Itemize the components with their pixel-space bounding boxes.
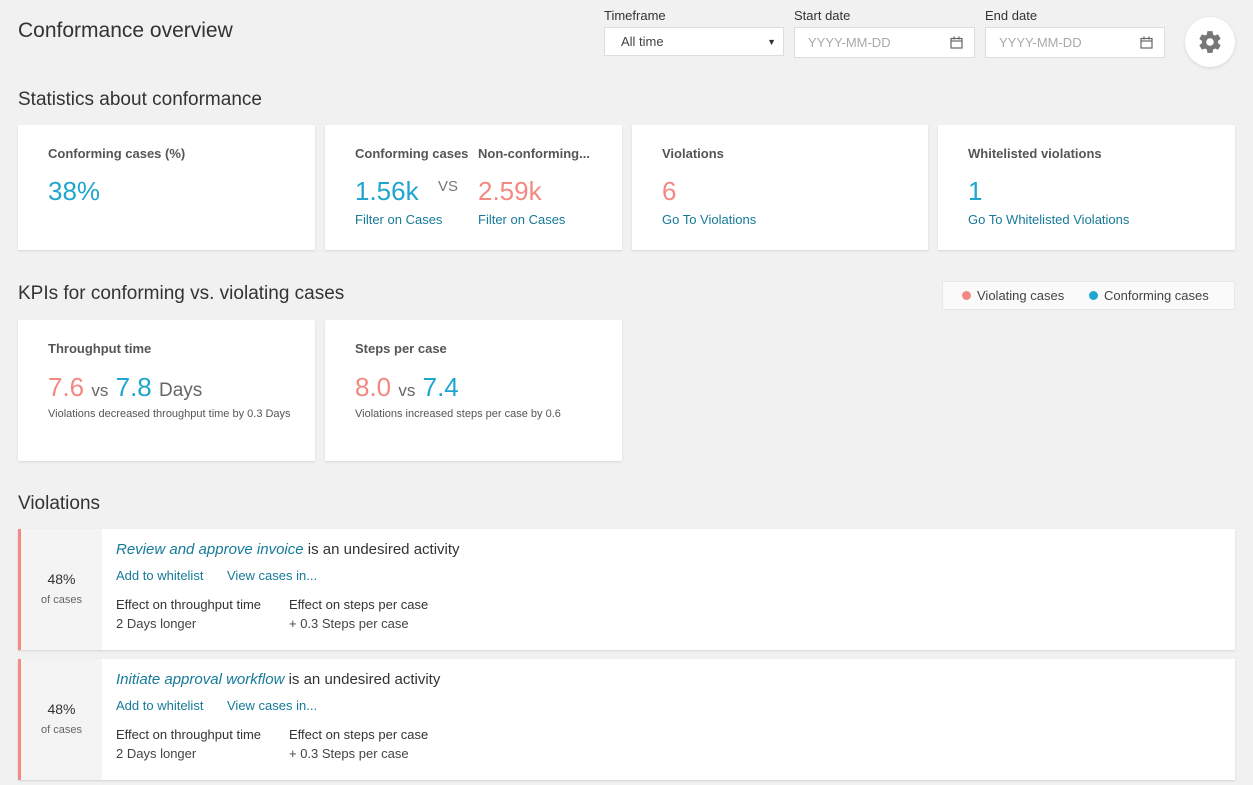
card-label: Conforming cases (%) (48, 146, 186, 161)
filter-non-conforming-link[interactable]: Filter on Cases (478, 212, 566, 227)
violation-pct: 48% (47, 571, 76, 587)
add-to-whitelist-link[interactable]: Add to whitelist (116, 698, 204, 713)
conforming-vs-card: Conforming cases 1.56k Filter on Cases V… (325, 125, 622, 250)
timeframe-value: All time (621, 34, 664, 49)
violating-value: 7.6 (48, 372, 85, 402)
vs-label: vs (398, 381, 416, 400)
violations-card: Violations 6 Go To Violations (632, 125, 928, 250)
violation-pct-sub: of cases (41, 724, 82, 736)
kpi-note: Violations increased steps per case by 0… (355, 408, 561, 420)
vs-label: vs (91, 381, 109, 400)
whitelisted-value: 1 (968, 176, 983, 206)
steps-card: Steps per case 8.0 vs 7.4 Violations inc… (325, 320, 622, 461)
violation-title: Initiate approval workflow is an undesir… (116, 671, 440, 688)
conforming-pct-card: Conforming cases (%) 38% (18, 125, 315, 250)
non-conforming-value: 2.59k (478, 176, 542, 206)
card-label: Non-conforming... (478, 146, 590, 161)
legend-label: Conforming cases (1104, 288, 1209, 303)
timeframe-label: Timeframe (604, 8, 666, 23)
violation-suffix: is an undesired activity (284, 671, 441, 688)
gear-icon (1199, 31, 1221, 53)
legend-label: Violating cases (977, 288, 1065, 303)
steps-effect-header: Effect on steps per case (289, 727, 429, 742)
timeframe-select[interactable]: All time ▼ (604, 27, 784, 56)
calendar-icon[interactable] (1140, 36, 1153, 49)
throughput-effect-value: 2 Days longer (116, 616, 197, 631)
caret-down-icon: ▼ (767, 37, 776, 47)
violation-card: 48% of cases Initiate approval workflow … (18, 659, 1235, 780)
violation-pct: 48% (47, 701, 76, 717)
whitelisted-card: Whitelisted violations 1 Go To Whitelist… (938, 125, 1235, 250)
unit-label: Days (159, 380, 203, 401)
activity-name: Review and approve invoice (116, 541, 304, 558)
start-date-label: Start date (794, 8, 851, 23)
steps-comparison: 8.0 vs 7.4 (355, 372, 459, 403)
end-date-field[interactable] (985, 27, 1165, 58)
kpi-note: Violations decreased throughput time by … (48, 408, 291, 420)
steps-effect-value: + 0.3 Steps per case (289, 616, 409, 631)
card-label: Steps per case (355, 341, 447, 356)
violation-pct-sub: of cases (41, 594, 82, 606)
throughput-effect-header: Effect on throughput time (116, 727, 262, 742)
card-label: Violations (662, 146, 724, 161)
view-cases-link[interactable]: View cases in... (227, 698, 318, 713)
violations-section-title: Violations (18, 493, 101, 514)
violating-value: 8.0 (355, 372, 392, 402)
throughput-card: Throughput time 7.6 vs 7.8 Days Violatio… (18, 320, 315, 461)
settings-button[interactable] (1185, 17, 1235, 67)
throughput-effect-value: 2 Days longer (116, 746, 197, 761)
severity-bar (18, 529, 21, 650)
steps-effect-value: + 0.3 Steps per case (289, 746, 409, 761)
conforming-value: 1.56k (355, 176, 419, 206)
activity-name: Initiate approval workflow (116, 671, 285, 688)
go-to-whitelisted-link[interactable]: Go To Whitelisted Violations (968, 212, 1130, 227)
throughput-effect-header: Effect on throughput time (116, 597, 262, 612)
dot-icon (1089, 291, 1098, 300)
dot-icon (962, 291, 971, 300)
violations-value: 6 (662, 176, 677, 206)
percentage-box: 48% of cases (21, 529, 102, 650)
violation-title: Review and approve invoice is an undesir… (116, 541, 460, 558)
start-date-field[interactable] (794, 27, 975, 58)
violation-suffix: is an undesired activity (303, 541, 460, 558)
throughput-comparison: 7.6 vs 7.8 Days (48, 372, 202, 403)
calendar-icon[interactable] (950, 36, 963, 49)
legend-item-conforming: Conforming cases (1089, 288, 1209, 303)
end-date-label: End date (985, 8, 1038, 23)
kpis-section-title: KPIs for conforming vs. violating cases (18, 283, 345, 304)
steps-effect-header: Effect on steps per case (289, 597, 429, 612)
view-cases-link[interactable]: View cases in... (227, 568, 318, 583)
conforming-value: 7.8 (115, 372, 152, 402)
card-label: Whitelisted violations (968, 146, 1102, 161)
start-date-input[interactable] (808, 35, 938, 50)
add-to-whitelist-link[interactable]: Add to whitelist (116, 568, 204, 583)
legend-item-violating: Violating cases (962, 288, 1064, 303)
legend: Violating cases Conforming cases (942, 281, 1235, 310)
violation-card: 48% of cases Review and approve invoice … (18, 529, 1235, 650)
percentage-box: 48% of cases (21, 659, 102, 780)
end-date-input[interactable] (999, 35, 1129, 50)
card-label: Throughput time (48, 341, 152, 356)
filter-conforming-link[interactable]: Filter on Cases (355, 212, 443, 227)
card-label: Conforming cases (355, 146, 469, 161)
page-title: Conformance overview (18, 19, 233, 42)
conforming-value: 7.4 (422, 372, 459, 402)
go-to-violations-link[interactable]: Go To Violations (662, 212, 757, 227)
statistics-section-title: Statistics about conformance (18, 89, 262, 110)
conforming-pct-value: 38% (48, 176, 101, 206)
severity-bar (18, 659, 21, 780)
vs-label: VS (438, 178, 459, 195)
